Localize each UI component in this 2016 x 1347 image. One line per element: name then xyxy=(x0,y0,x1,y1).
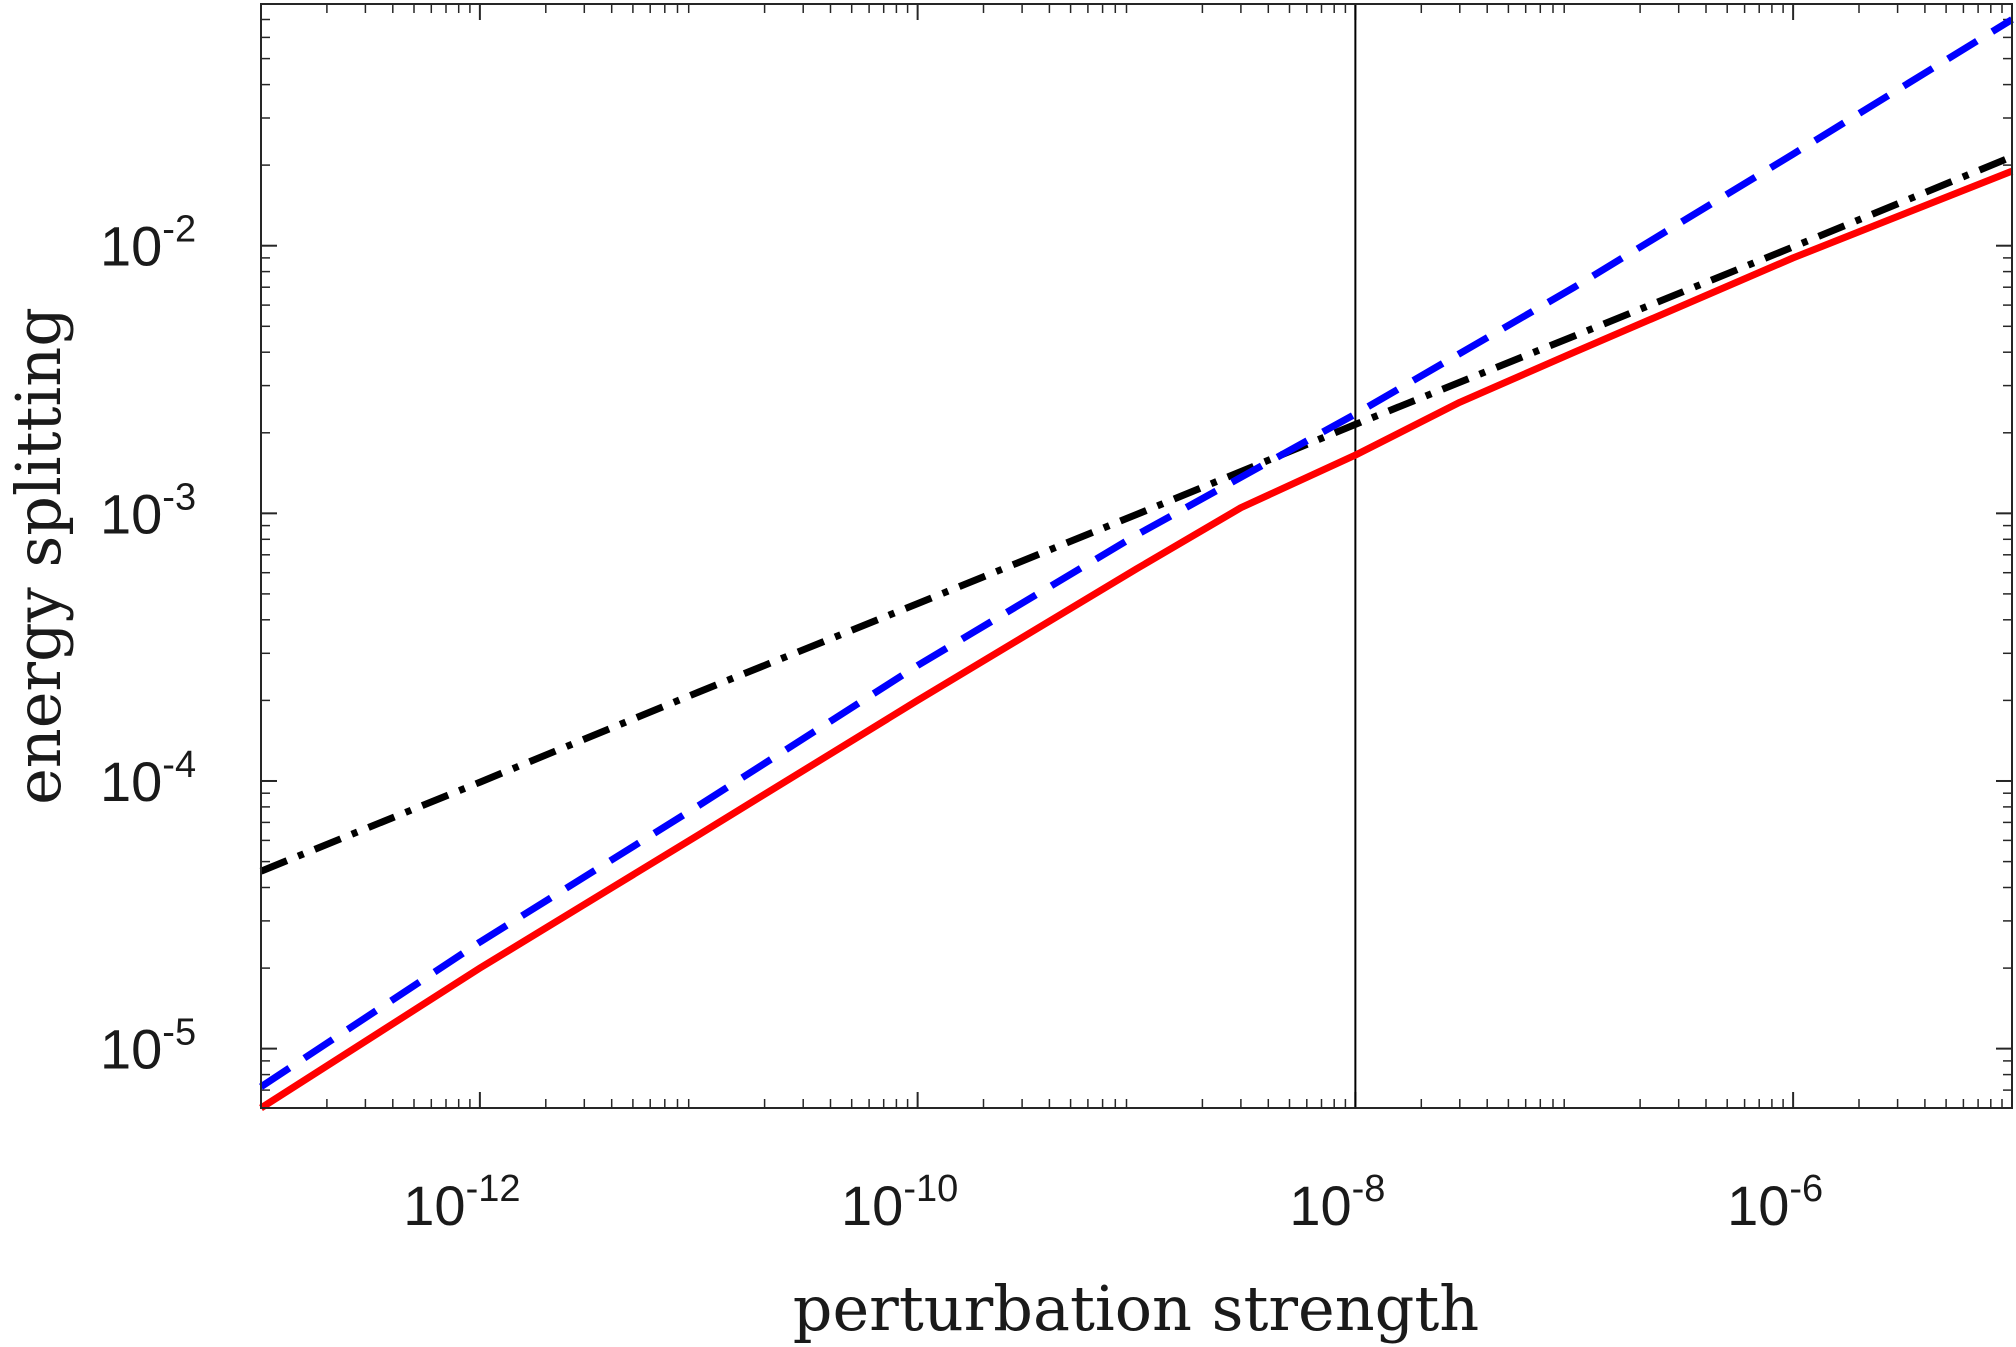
x-tick-label: 10-6 xyxy=(1727,1168,1823,1237)
series-layer xyxy=(259,4,2014,1111)
x-axis-title: perturbation strength xyxy=(793,1272,1479,1345)
y-tick-label: 10-5 xyxy=(100,1012,196,1081)
y-tick-labels: 10-5 10-4 10-3 10-2 xyxy=(100,209,196,1081)
y-tick-label: 10-2 xyxy=(100,209,196,278)
y-tick-label: 10-3 xyxy=(100,476,196,545)
x-tick-label: 10-8 xyxy=(1289,1168,1385,1237)
series-line-solid xyxy=(259,167,2014,1111)
series-line-dash-dot xyxy=(259,153,2014,875)
y-tick-label: 10-4 xyxy=(100,744,196,813)
x-tick-labels: 10-12 10-10 10-8 10-6 xyxy=(403,1168,1823,1237)
plot-frame xyxy=(260,3,2013,1109)
x-tick-label: 10-10 xyxy=(841,1168,958,1237)
x-tick-label: 10-12 xyxy=(403,1168,520,1237)
y-axis-title: energy splitting xyxy=(2,307,75,805)
minor-ticks xyxy=(261,4,2012,1108)
